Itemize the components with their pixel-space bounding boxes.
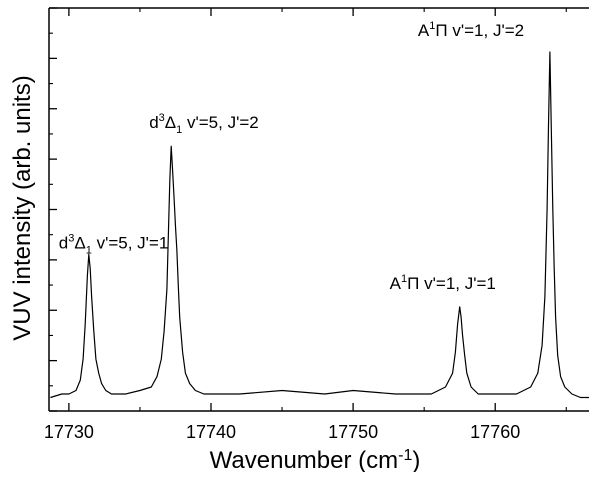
spectrum-series-line <box>50 51 589 399</box>
annotations: d3Δ1 v'=5, J'=1 d3Δ1 v'=5, J'=2 A1Π v'=1, … <box>59 20 524 293</box>
x-tick-label: 17740 <box>186 422 236 442</box>
x-axis-label-superscript: -1 <box>398 447 412 464</box>
x-axis-label-suffix: ) <box>412 447 420 472</box>
x-tick-label: 17750 <box>328 422 378 442</box>
plot-area <box>50 51 589 399</box>
x-axis-label-main: Wavenumber (cm <box>210 447 398 472</box>
x-tick-label: 17760 <box>470 422 520 442</box>
x-axis-label: Wavenumber (cm-1) <box>210 447 421 473</box>
peak-label-peak2: d3Δ1 v'=5, J'=2 <box>149 112 259 136</box>
x-tick-label: 17730 <box>44 422 94 442</box>
y-axis-label: VUV intensity (arb. units) <box>9 75 36 340</box>
peak-label-peak3: A1Π v'=1, J'=1 <box>390 273 496 293</box>
peak-label-peak1: d3Δ1 v'=5, J'=1 <box>59 232 169 256</box>
axes: 17730 17740 17750 17760 <box>44 7 589 442</box>
peak-label-peak4: A1Π v'=1, J'=2 <box>418 20 524 40</box>
